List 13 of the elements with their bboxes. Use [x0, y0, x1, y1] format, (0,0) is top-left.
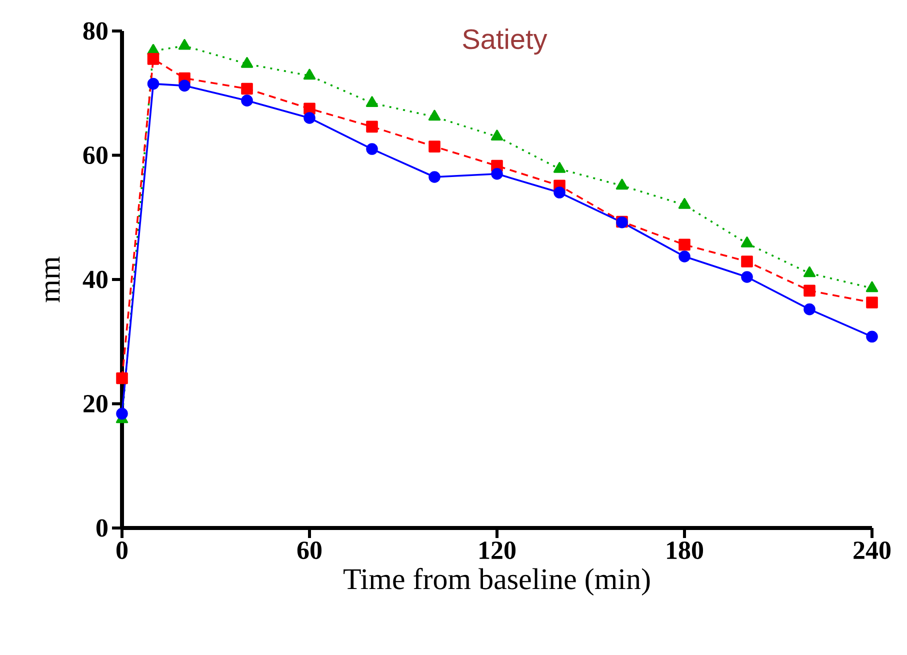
- x-tick-label: 60: [297, 542, 322, 560]
- x-tick-label: 180: [667, 542, 704, 560]
- x-tick-label: 120: [480, 542, 516, 560]
- y-axis-title: mm: [45, 256, 60, 302]
- y-tick-label: 40: [82, 270, 108, 288]
- y-tick-label: 0: [96, 519, 108, 537]
- y-tick-label: 80: [83, 22, 108, 40]
- y-tick-label: 20: [84, 394, 108, 413]
- x-axis-title: Time from baseline (min): [344, 568, 650, 596]
- x-tick-label: 0: [116, 542, 128, 560]
- y-tick-label: 60: [83, 146, 108, 164]
- x-tick-label: 240: [854, 542, 891, 560]
- chart-title: Satiety: [462, 28, 548, 55]
